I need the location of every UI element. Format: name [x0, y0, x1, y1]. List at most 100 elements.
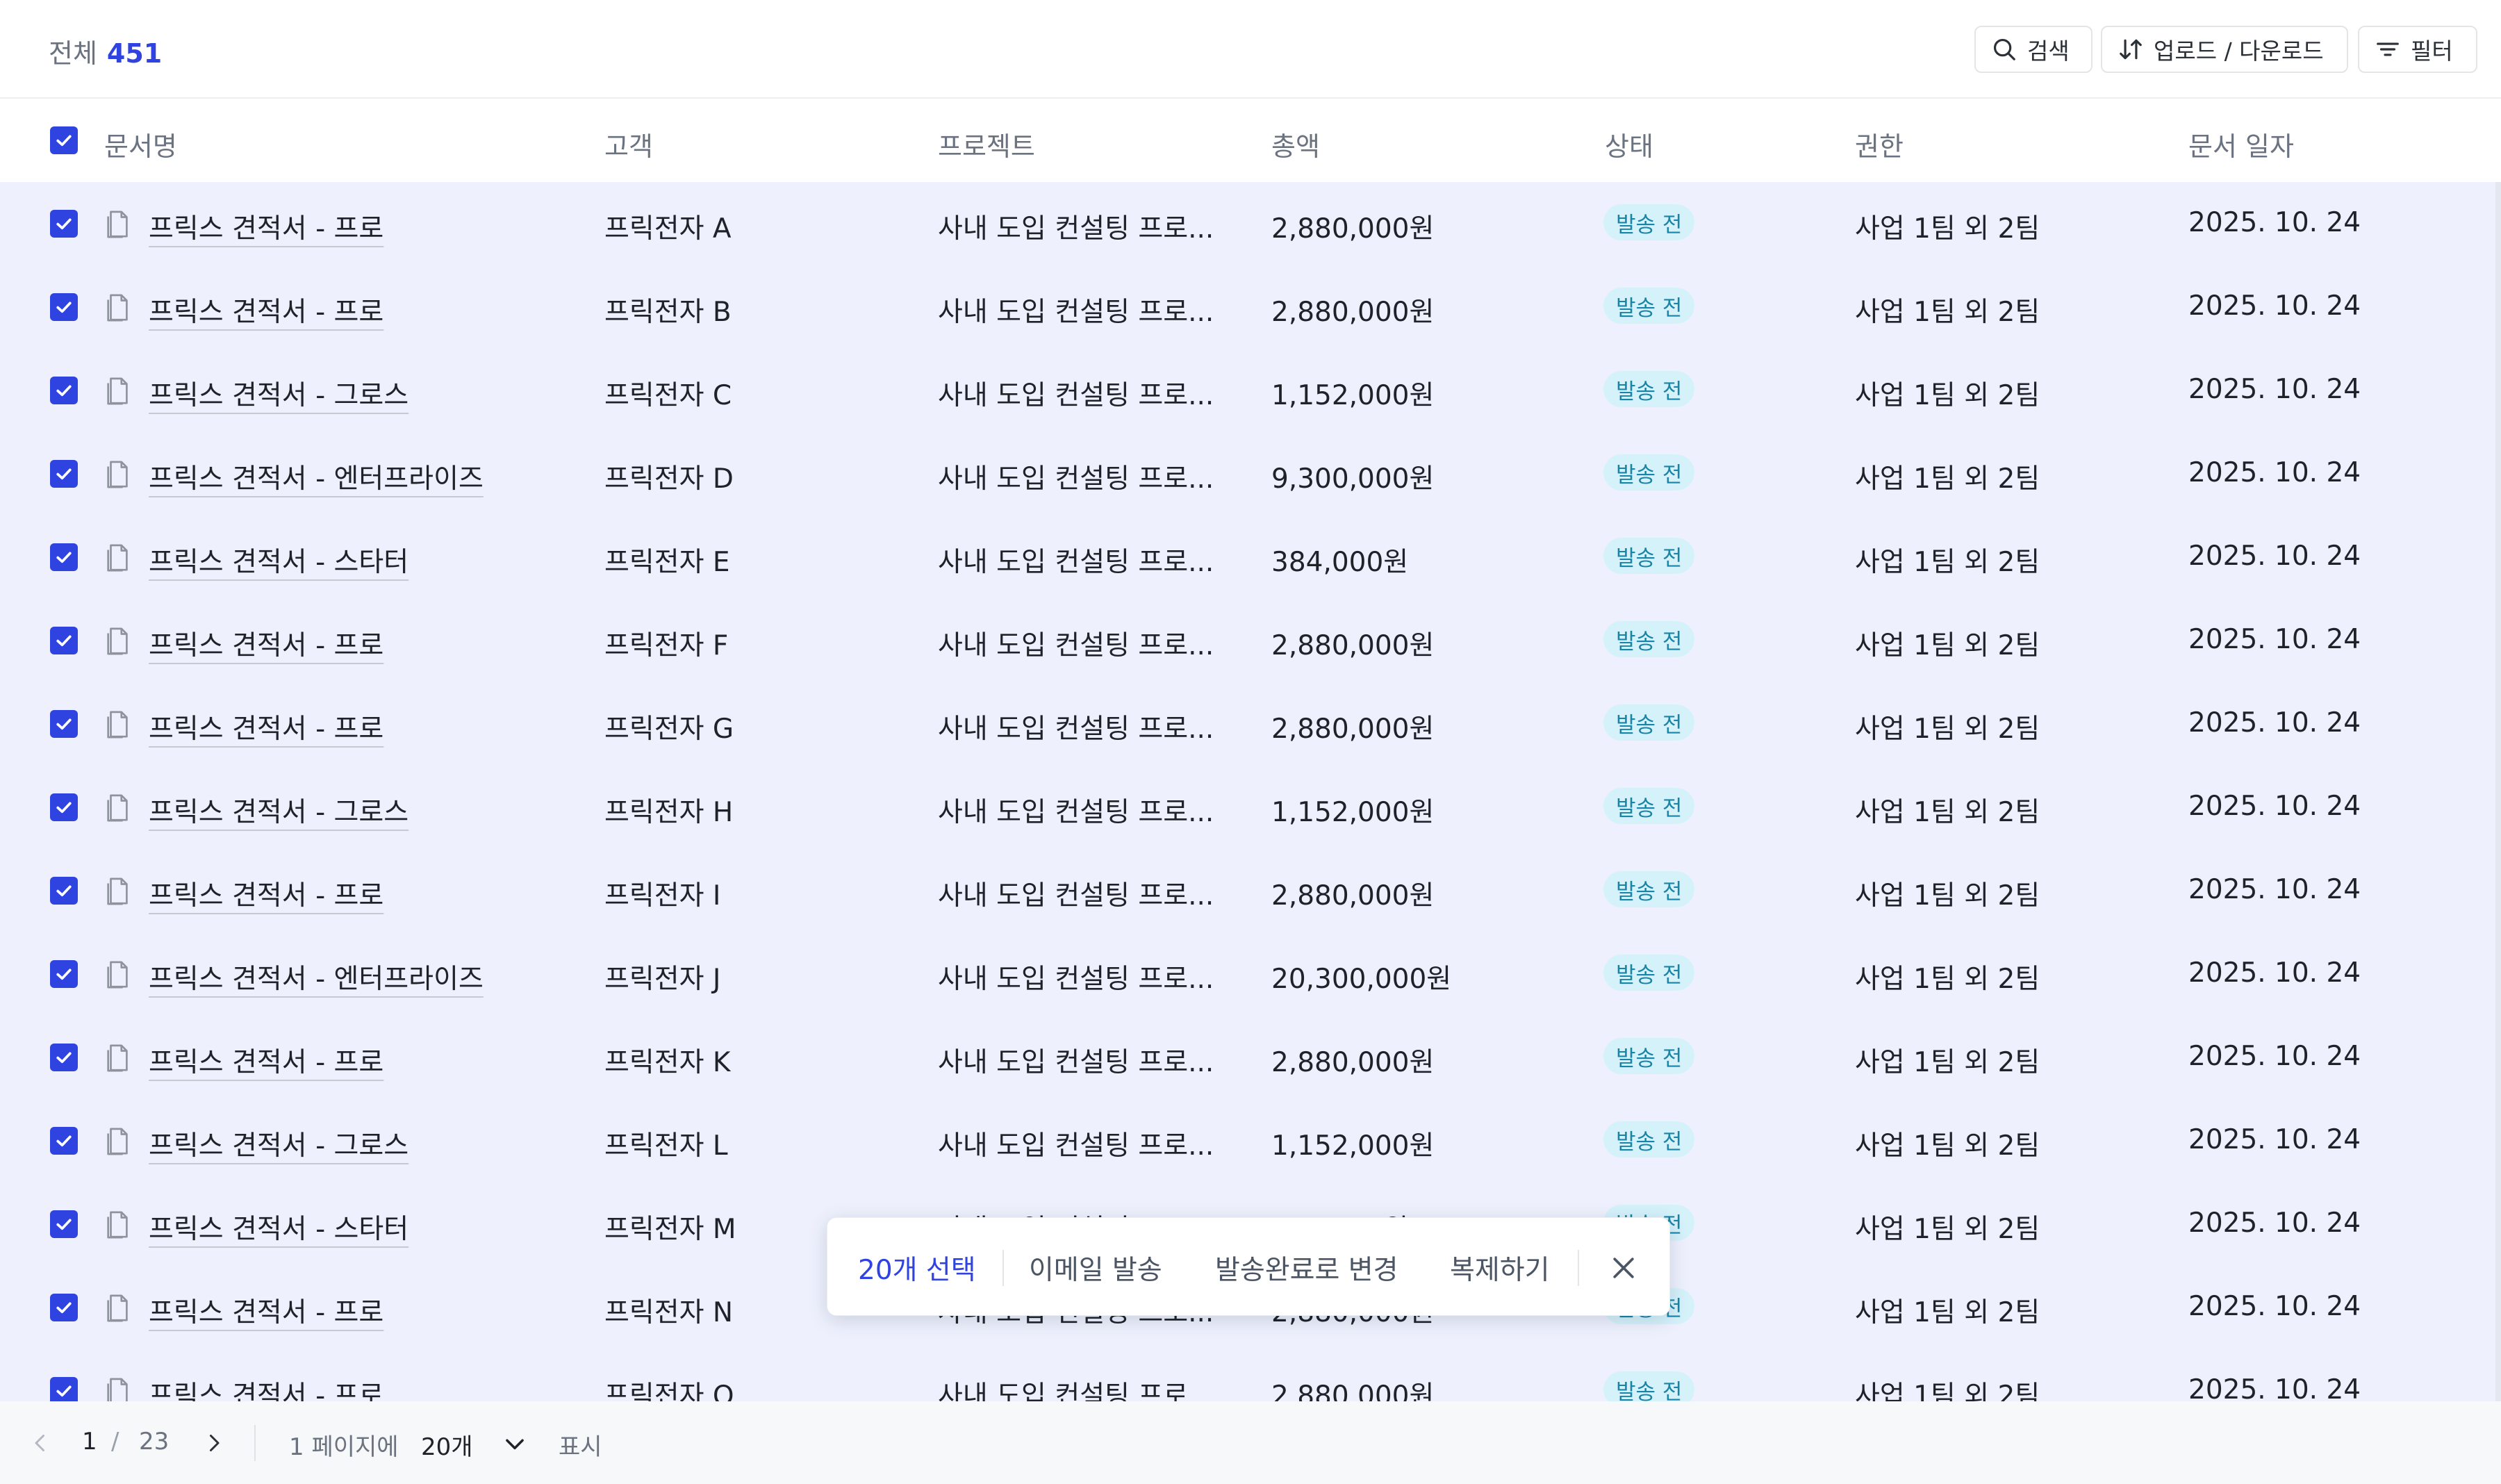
row-checkbox[interactable]	[50, 1377, 78, 1401]
document-name-link[interactable]: 프릭스 견적서 - 프로	[149, 1297, 384, 1328]
permission-cell: 사업 1팀 외 2팀	[1855, 380, 2040, 411]
table-row[interactable]: 프릭스 견적서 - 스타터 프릭전자 E 사내 도입 컨설팅 프로... 384,00…	[0, 516, 2495, 599]
table-row[interactable]: 프릭스 견적서 - 프로 프릭전자 K 사내 도입 컨설팅 프로... 2,880,0…	[0, 1016, 2495, 1099]
document-name-link[interactable]: 프릭스 견적서 - 프로	[149, 1380, 384, 1401]
per-page-select[interactable]: 20개	[421, 1422, 539, 1465]
column-header-permission[interactable]: 권한	[1855, 131, 1904, 162]
document-name-link[interactable]: 프릭스 견적서 - 프로	[149, 213, 384, 245]
project-cell: 사내 도입 컨설팅 프로...	[938, 797, 1214, 828]
table-row[interactable]: 프릭스 견적서 - 프로 프릭전자 B 사내 도입 컨설팅 프로... 2,880,0…	[0, 265, 2495, 349]
amount-cell: 2,880,000원	[1271, 714, 1435, 745]
document-name-link[interactable]: 프릭스 견적서 - 프로	[149, 880, 384, 912]
document-name-link[interactable]: 프릭스 견적서 - 프로	[149, 714, 384, 745]
document-name-link[interactable]: 프릭스 견적서 - 엔터프라이즈	[149, 463, 484, 495]
total-count-label: 전체 451	[49, 32, 162, 70]
row-checkbox[interactable]	[50, 710, 78, 738]
row-checkbox[interactable]	[50, 210, 78, 238]
table-row[interactable]: 프릭스 견적서 - 프로 프릭전자 A 사내 도입 컨설팅 프로... 2,880,0…	[0, 182, 2495, 265]
document-name-link[interactable]: 프릭스 견적서 - 스타터	[149, 547, 409, 578]
status-badge: 발송 전	[1603, 288, 1695, 324]
per-page-value: 20개	[421, 1433, 473, 1461]
document-name-link[interactable]: 프릭스 견적서 - 엔터프라이즈	[149, 964, 484, 995]
amount-cell: 20,300,000원	[1271, 964, 1452, 995]
project-cell: 사내 도입 컨설팅 프로...	[938, 297, 1214, 328]
total-label: 전체	[49, 38, 97, 69]
table-row[interactable]: 프릭스 견적서 - 엔터프라이즈 프릭전자 D 사내 도입 컨설팅 프로... 9,3…	[0, 432, 2495, 516]
upload-download-label: 업로드 / 다운로드	[2154, 38, 2324, 65]
close-icon[interactable]	[1608, 1253, 1639, 1283]
date-cell: 2025. 10. 24	[2188, 791, 2361, 822]
column-header-project[interactable]: 프로젝트	[938, 131, 1035, 162]
date-cell: 2025. 10. 24	[2188, 541, 2361, 572]
filter-button[interactable]: 필터	[2358, 26, 2477, 73]
duplicate-button[interactable]: 복제하기	[1450, 1255, 1550, 1286]
table-row[interactable]: 프릭스 견적서 - 그로스 프릭전자 L 사내 도입 컨설팅 프로... 1,152,…	[0, 1099, 2495, 1182]
row-checkbox[interactable]	[50, 877, 78, 905]
row-checkbox[interactable]	[50, 543, 78, 571]
table-row[interactable]: 프릭스 견적서 - 그로스 프릭전자 C 사내 도입 컨설팅 프로... 1,152,…	[0, 349, 2495, 432]
column-header-customer[interactable]: 고객	[604, 131, 653, 162]
project-cell: 사내 도입 컨설팅 프로...	[938, 213, 1214, 245]
table-row[interactable]: 프릭스 견적서 - 엔터프라이즈 프릭전자 J 사내 도입 컨설팅 프로... 20,…	[0, 932, 2495, 1016]
row-checkbox[interactable]	[50, 1127, 78, 1155]
check-icon	[56, 718, 72, 730]
permission-cell: 사업 1팀 외 2팀	[1855, 213, 2040, 245]
per-page-suffix: 표시	[559, 1433, 602, 1461]
status-badge: 발송 전	[1603, 788, 1695, 824]
row-checkbox[interactable]	[50, 377, 78, 404]
table-row[interactable]: 프릭스 견적서 - 프로 프릭전자 O 사내 도입 컨설팅 프로... 2,880,0…	[0, 1349, 2495, 1401]
check-icon	[56, 1385, 72, 1397]
document-name-link[interactable]: 프릭스 견적서 - 프로	[149, 1047, 384, 1078]
row-checkbox[interactable]	[50, 1210, 78, 1238]
document-name-link[interactable]: 프릭스 견적서 - 그로스	[149, 1130, 409, 1162]
table-row[interactable]: 프릭스 견적서 - 그로스 프릭전자 H 사내 도입 컨설팅 프로... 1,152,…	[0, 766, 2495, 849]
selected-count: 20개 선택	[858, 1255, 976, 1286]
row-checkbox[interactable]	[50, 793, 78, 821]
document-icon	[107, 1211, 128, 1239]
date-cell: 2025. 10. 24	[2188, 457, 2361, 488]
check-icon	[56, 1052, 72, 1064]
document-icon	[107, 377, 128, 405]
upload-download-button[interactable]: 업로드 / 다운로드	[2101, 26, 2348, 73]
customer-cell: 프릭전자 D	[604, 463, 734, 495]
column-header-amount[interactable]: 총액	[1271, 131, 1320, 162]
select-all-checkbox[interactable]	[50, 126, 78, 154]
column-header-status[interactable]: 상태	[1605, 131, 1653, 162]
document-name-link[interactable]: 프릭스 견적서 - 프로	[149, 630, 384, 661]
row-checkbox[interactable]	[50, 1294, 78, 1321]
row-checkbox[interactable]	[50, 960, 78, 988]
column-header-date[interactable]: 문서 일자	[2188, 131, 2294, 162]
mark-sent-button[interactable]: 발송완료로 변경	[1215, 1255, 1398, 1286]
document-icon	[107, 461, 128, 488]
chevron-left-icon[interactable]	[28, 1431, 53, 1456]
status-badge: 발송 전	[1603, 871, 1695, 907]
search-button[interactable]: 검색	[1974, 26, 2093, 73]
row-checkbox[interactable]	[50, 1044, 78, 1071]
document-name-link[interactable]: 프릭스 견적서 - 그로스	[149, 380, 409, 411]
row-checkbox[interactable]	[50, 627, 78, 654]
customer-cell: 프릭전자 N	[604, 1297, 734, 1328]
send-email-button[interactable]: 이메일 발송	[1029, 1255, 1162, 1286]
amount-cell: 1,152,000원	[1271, 797, 1435, 828]
customer-cell: 프릭전자 B	[604, 297, 732, 328]
permission-cell: 사업 1팀 외 2팀	[1855, 880, 2040, 912]
current-page[interactable]: 1	[82, 1428, 97, 1456]
column-header-name[interactable]: 문서명	[104, 131, 177, 162]
chevron-right-icon[interactable]	[201, 1431, 226, 1456]
document-name-link[interactable]: 프릭스 견적서 - 스타터	[149, 1214, 409, 1245]
status-badge: 발송 전	[1603, 204, 1695, 240]
status-badge: 발송 전	[1603, 704, 1695, 741]
chevron-down-icon	[506, 1439, 524, 1450]
document-name-link[interactable]: 프릭스 견적서 - 그로스	[149, 797, 409, 828]
table-row[interactable]: 프릭스 견적서 - 프로 프릭전자 G 사내 도입 컨설팅 프로... 2,880,0…	[0, 682, 2495, 766]
date-cell: 2025. 10. 24	[2188, 1041, 2361, 1072]
row-checkbox[interactable]	[50, 460, 78, 488]
customer-cell: 프릭전자 M	[604, 1214, 736, 1245]
row-checkbox[interactable]	[50, 293, 78, 321]
amount-cell: 2,880,000원	[1271, 297, 1435, 328]
document-icon	[107, 711, 128, 739]
table-row[interactable]: 프릭스 견적서 - 프로 프릭전자 I 사내 도입 컨설팅 프로... 2,880,0…	[0, 849, 2495, 932]
table-row[interactable]: 프릭스 견적서 - 프로 프릭전자 F 사내 도입 컨설팅 프로... 2,880,0…	[0, 599, 2495, 682]
document-name-link[interactable]: 프릭스 견적서 - 프로	[149, 297, 384, 328]
document-icon	[107, 877, 128, 905]
